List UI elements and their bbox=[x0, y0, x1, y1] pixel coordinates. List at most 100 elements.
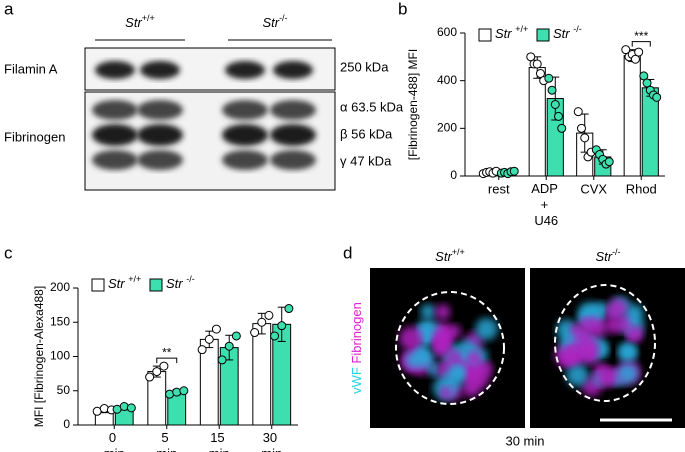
data-point bbox=[652, 92, 662, 102]
blot-band bbox=[140, 61, 180, 79]
x-tick-label: 0 min bbox=[104, 430, 125, 452]
fluorescence bbox=[617, 363, 638, 384]
band-label: α 63.5 kDa bbox=[340, 99, 404, 114]
fluorescence bbox=[420, 304, 436, 320]
data-point bbox=[145, 372, 155, 382]
fluorescence bbox=[415, 348, 435, 369]
y-tick-label: 50 bbox=[57, 383, 71, 397]
data-point bbox=[179, 386, 189, 396]
y-tick-label: 100 bbox=[50, 349, 70, 363]
blot-band bbox=[92, 124, 138, 146]
y-axis-label: MFI [Fibrinogen-Alexa488] bbox=[32, 286, 46, 427]
data-point bbox=[277, 321, 287, 331]
fluorescence bbox=[596, 367, 617, 388]
fluorescence bbox=[453, 365, 466, 378]
channel-name: Fibrinogen bbox=[349, 302, 364, 363]
genotype-label: Str+/+ bbox=[125, 13, 155, 30]
legend-swatch bbox=[478, 28, 492, 42]
genotype-label: Str-/- bbox=[262, 13, 287, 30]
blot-band bbox=[137, 100, 183, 120]
cell-image bbox=[399, 296, 645, 401]
legend-swatch bbox=[149, 278, 163, 292]
data-point bbox=[544, 73, 554, 83]
data-point bbox=[576, 123, 586, 133]
data-point bbox=[231, 331, 241, 341]
data-point bbox=[580, 133, 590, 143]
fluorescence bbox=[580, 338, 599, 357]
fluorescence bbox=[615, 317, 631, 333]
y-tick-label: 600 bbox=[437, 25, 457, 39]
y-axis-label: [Fibrinogen-488] MFI bbox=[406, 49, 420, 160]
cell-outline bbox=[395, 291, 505, 405]
band-label: β 56 kDa bbox=[340, 126, 393, 141]
fluorescence bbox=[607, 298, 628, 319]
fluorescence bbox=[439, 386, 452, 399]
y-tick-label: 0 bbox=[63, 417, 70, 431]
x-tick-label: Rhod bbox=[626, 181, 657, 196]
x-tick-label: 30 min bbox=[261, 430, 282, 452]
data-point bbox=[159, 361, 169, 371]
fluorescence bbox=[447, 349, 461, 363]
row-label: Fibrinogen bbox=[4, 129, 65, 144]
blot-band bbox=[270, 124, 316, 146]
x-tick-label: rest bbox=[488, 181, 510, 196]
blot-band bbox=[270, 150, 316, 170]
panel-letter: d bbox=[343, 243, 352, 262]
data-point bbox=[99, 404, 109, 414]
fluorescence bbox=[434, 304, 451, 320]
legend-label: Str -/- bbox=[166, 274, 195, 291]
blot-band bbox=[270, 100, 316, 120]
cell-outline bbox=[554, 284, 656, 402]
fluorescence bbox=[399, 326, 423, 351]
data-point bbox=[639, 71, 649, 81]
data-point bbox=[621, 45, 631, 55]
blot-band bbox=[225, 61, 265, 79]
fluorescence bbox=[475, 317, 498, 341]
y-tick-label: 0 bbox=[450, 168, 457, 182]
panel-letter: c bbox=[4, 243, 13, 262]
data-point bbox=[526, 52, 536, 62]
band-label: γ 47 kDa bbox=[340, 153, 392, 168]
blot-band bbox=[273, 61, 313, 79]
fluorescence bbox=[619, 343, 636, 361]
data-point bbox=[554, 111, 564, 121]
panel-letter: a bbox=[4, 0, 14, 18]
blot-band bbox=[137, 124, 183, 146]
band-label: 250 kDa bbox=[340, 59, 389, 74]
y-tick-label: 200 bbox=[50, 280, 70, 294]
fluorescence bbox=[626, 325, 644, 343]
data-point bbox=[557, 123, 567, 133]
data-point bbox=[217, 355, 227, 365]
channel-label: vWF Fibrinogen bbox=[349, 302, 364, 394]
data-point bbox=[152, 367, 162, 377]
row-label: Filamin A bbox=[4, 61, 58, 76]
fluorescence bbox=[431, 329, 450, 348]
data-point bbox=[284, 304, 294, 314]
channel-name: vWF bbox=[349, 364, 364, 394]
significance-label: ** bbox=[162, 345, 172, 359]
fluorescence bbox=[594, 301, 610, 318]
data-point bbox=[126, 403, 136, 413]
fluorescence bbox=[479, 361, 494, 375]
data-point bbox=[532, 59, 542, 69]
legend-swatch bbox=[91, 278, 105, 292]
blot-band bbox=[95, 61, 135, 79]
panel-letter: b bbox=[398, 0, 407, 18]
genotype-label: Str+/+ bbox=[435, 247, 465, 264]
data-point bbox=[224, 341, 234, 351]
significance-bracket bbox=[631, 41, 651, 47]
blot-band bbox=[222, 124, 268, 146]
significance-bracket bbox=[156, 357, 178, 364]
data-point bbox=[257, 317, 267, 327]
bar bbox=[623, 55, 641, 177]
data-point bbox=[573, 107, 583, 117]
y-tick-label: 150 bbox=[50, 314, 70, 328]
bar bbox=[252, 323, 272, 426]
data-point bbox=[509, 166, 519, 176]
legend-label: Str +/+ bbox=[495, 24, 528, 41]
genotype-label: Str-/- bbox=[595, 247, 620, 264]
data-point bbox=[204, 334, 214, 344]
fluorescence bbox=[466, 351, 482, 367]
data-point bbox=[604, 157, 614, 167]
